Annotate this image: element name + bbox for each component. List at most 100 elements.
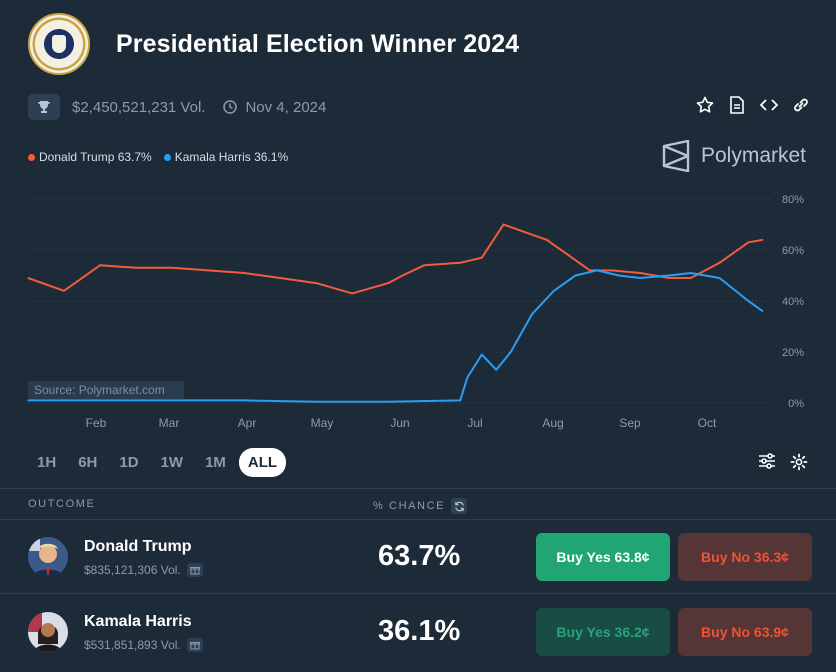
data-point <box>618 274 620 277</box>
data-point <box>243 399 245 401</box>
refresh-icon[interactable] <box>451 498 468 514</box>
data-point <box>747 300 750 302</box>
end-date: Nov 4, 2024 <box>245 98 327 116</box>
sliders-icon[interactable] <box>758 453 776 476</box>
data-point <box>495 369 497 371</box>
data-point <box>719 277 721 279</box>
data-point <box>574 274 577 277</box>
data-point <box>387 282 389 284</box>
legend-dot-trump <box>28 153 35 161</box>
outcome-volume-text: $531,851,893 Vol. <box>84 638 181 652</box>
embed-code-icon[interactable] <box>760 95 778 115</box>
data-point <box>567 254 569 256</box>
source-text: Source: Polymarket.com <box>34 383 165 397</box>
outcome-name: Kamala Harris <box>84 613 192 630</box>
outcomes-table-header: OUTCOME % CHANCE <box>0 488 836 520</box>
outcome-volume-text: $835,121,306 Vol. <box>84 563 181 577</box>
brand-name: Polymarket <box>700 144 806 167</box>
y-tick-label: 60% <box>782 245 804 257</box>
y-tick-label: 0% <box>788 398 804 410</box>
source-label: Source: Polymarket.com <box>28 381 184 399</box>
legend-label-harris: Kamala Harris 36.1% <box>174 150 289 164</box>
data-point <box>510 351 512 353</box>
data-point <box>639 277 641 279</box>
polymarket-brand: Polymarket <box>661 140 806 172</box>
header-outcome: OUTCOME <box>28 498 96 510</box>
data-point <box>315 401 317 403</box>
link-icon[interactable] <box>792 95 810 115</box>
data-point <box>589 269 591 271</box>
y-tick-label: 20% <box>782 347 804 359</box>
x-tick-label: Apr <box>238 416 257 430</box>
data-point <box>639 272 641 274</box>
outcome-row-trump[interactable]: Donald Trump $835,121,306 Vol. 63.7% Buy… <box>0 520 836 594</box>
buy-yes-button[interactable]: Buy Yes 63.8¢ <box>536 533 670 581</box>
data-point <box>27 399 29 401</box>
header-chance-label: % CHANCE <box>373 500 446 512</box>
data-point <box>762 239 764 241</box>
price-chart: 80% 60% 40% 20% 0% Feb Mar Apr May Jun Jul Aug Sep Oc… <box>0 185 836 435</box>
tab-1m[interactable]: 1M <box>205 454 226 471</box>
outcome-row-harris[interactable]: Kamala Harris $531,851,893 Vol. 36.1% Bu… <box>0 595 836 669</box>
legend-item-harris: Kamala Harris 36.1% <box>163 150 289 164</box>
y-tick-label: 80% <box>782 194 804 206</box>
series-line-donald-trump <box>27 223 763 295</box>
data-point <box>610 269 613 271</box>
data-point <box>171 267 173 269</box>
time-range-tabs: 1H 6H 1D 1W 1M ALL <box>28 448 287 477</box>
data-point <box>690 277 692 279</box>
clock-icon <box>223 100 238 114</box>
trophy-icon <box>28 94 60 120</box>
data-point <box>315 282 317 284</box>
data-point <box>762 310 764 312</box>
header: Presidential Election Winner 2024 <box>28 12 519 76</box>
star-icon[interactable] <box>696 95 714 115</box>
buy-no-button[interactable]: Buy No 36.3¢ <box>678 533 812 581</box>
chart-svg: 80% 60% 40% 20% 0% Feb Mar Apr May Jun Jul Aug Sep Oc… <box>27 194 804 430</box>
avatar-harris <box>28 612 68 652</box>
chart-legend: Donald Trump 63.7% Kamala Harris 36.1% <box>28 150 288 164</box>
tab-1w[interactable]: 1W <box>160 454 184 471</box>
market-actions <box>696 95 810 115</box>
x-tick-label: Aug <box>542 416 563 430</box>
y-tick-label: 40% <box>782 296 804 308</box>
header-chance: % CHANCE <box>373 498 468 514</box>
tab-6h[interactable]: 6H <box>78 454 98 471</box>
legend-label-trump: Donald Trump 63.7% <box>39 150 152 164</box>
data-point <box>502 223 505 226</box>
data-point <box>387 401 389 403</box>
outcome-chance: 36.1% <box>378 615 461 647</box>
x-tick-label: Sep <box>619 416 641 430</box>
outcome-volume: $531,851,893 Vol. <box>84 638 203 652</box>
data-point <box>747 241 750 243</box>
total-volume: $2,450,521,231 Vol. <box>72 98 206 116</box>
presidential-seal-icon <box>28 13 90 75</box>
data-point <box>171 399 173 401</box>
buy-no-button[interactable]: Buy No 63.9¢ <box>678 608 812 656</box>
tab-1h[interactable]: 1H <box>37 454 57 471</box>
data-point <box>459 262 461 264</box>
data-point <box>27 277 29 279</box>
tab-1d[interactable]: 1D <box>119 454 139 471</box>
data-point <box>531 313 533 315</box>
data-point <box>481 354 483 356</box>
outcome-chance: 63.7% <box>378 540 461 572</box>
market-meta: $2,450,521,231 Vol. Nov 4, 2024 <box>28 94 326 120</box>
data-point <box>99 264 101 266</box>
data-point <box>668 274 670 277</box>
data-point <box>207 269 209 271</box>
gear-icon[interactable] <box>790 453 808 476</box>
buy-yes-button[interactable]: Buy Yes 36.2¢ <box>536 608 670 656</box>
x-tick-label: Oct <box>698 416 717 430</box>
gift-icon[interactable] <box>186 563 203 577</box>
tab-all[interactable]: ALL <box>238 448 287 477</box>
x-tick-label: Jul <box>467 416 482 430</box>
data-point <box>719 262 721 264</box>
data-point <box>135 267 137 269</box>
document-icon[interactable] <box>728 95 746 115</box>
gift-icon[interactable] <box>186 638 203 652</box>
outcome-name: Donald Trump <box>84 538 192 555</box>
outcome-volume: $835,121,306 Vol. <box>84 563 203 577</box>
data-point <box>481 257 483 259</box>
data-point <box>402 274 404 277</box>
